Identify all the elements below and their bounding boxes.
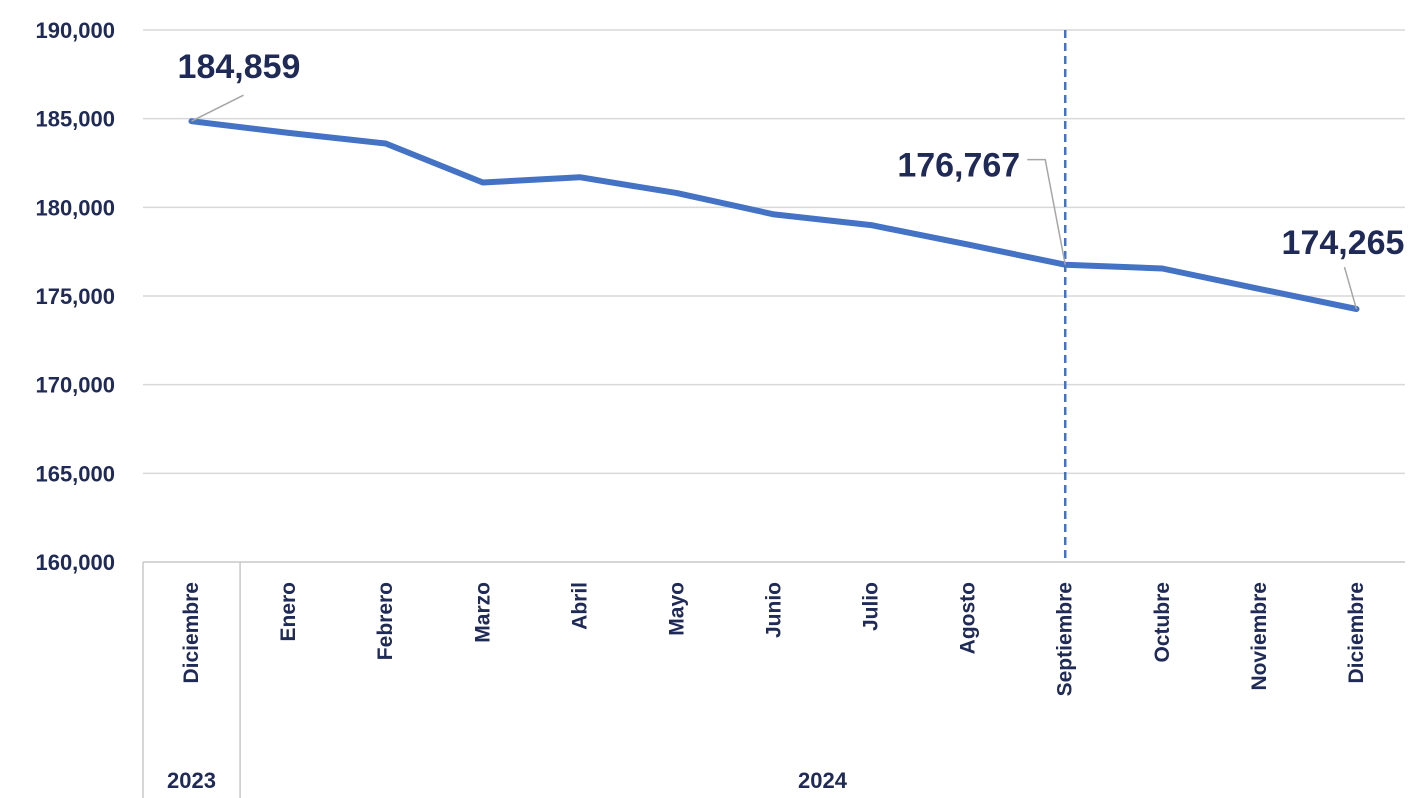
x-tick-label: Febrero: [374, 582, 397, 660]
label-leader-line: [191, 94, 244, 122]
year-label: 2023: [167, 768, 216, 793]
x-tick-label: Marzo: [471, 582, 494, 643]
data-point: [965, 242, 971, 248]
x-tick-label: Diciembre: [1345, 582, 1368, 684]
data-label: 176,767: [897, 147, 1020, 185]
data-point: [480, 180, 486, 186]
x-tick-label: Septiembre: [1054, 582, 1077, 696]
data-point: [868, 222, 874, 228]
label-leader-line: [1027, 158, 1066, 265]
x-tick-label: Julio: [860, 582, 883, 631]
x-tick-label: Abril: [568, 582, 591, 630]
x-tick-label: Noviembre: [1248, 582, 1271, 691]
x-tick-label: Mayo: [665, 582, 688, 636]
y-tick-label: 185,000: [35, 107, 115, 132]
x-tick-label: Enero: [277, 582, 300, 642]
y-tick-label: 190,000: [35, 18, 115, 43]
data-point: [383, 140, 389, 146]
year-label: 2024: [798, 768, 848, 793]
data-point: [771, 211, 777, 217]
data-label: 174,265: [1282, 224, 1405, 262]
x-tick-label: Agosto: [957, 582, 980, 654]
y-tick-label: 165,000: [35, 461, 115, 486]
data-point: [1256, 286, 1262, 292]
label-leader-line: [1343, 266, 1358, 310]
y-tick-label: 170,000: [35, 373, 115, 398]
data-point: [286, 130, 292, 136]
data-label: 184,859: [178, 48, 301, 86]
data-point: [1159, 266, 1165, 272]
y-tick-label: 180,000: [35, 195, 115, 220]
x-tick-label: Junio: [763, 582, 786, 638]
data-point: [577, 174, 583, 180]
y-tick-label: 175,000: [35, 284, 115, 309]
x-tick-label: Octubre: [1151, 582, 1174, 663]
x-tick-label: Diciembre: [180, 582, 203, 684]
y-tick-label: 160,000: [35, 550, 115, 575]
data-point: [674, 190, 680, 196]
